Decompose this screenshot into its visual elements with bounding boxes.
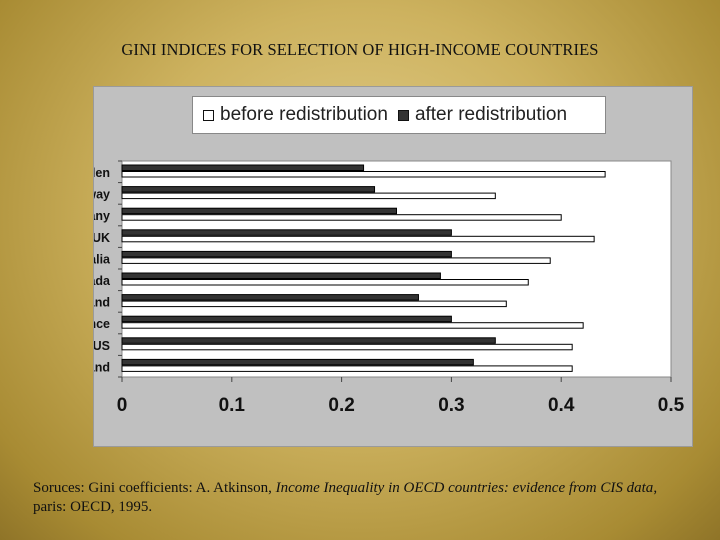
chart-legend: before redistribution after redistributi… — [192, 96, 606, 134]
bar-before-redistribution — [121, 343, 573, 351]
chart-panel: Sweden Norway Germany UK Australia Canada Neth… — [93, 86, 693, 447]
category-label: Norway — [94, 188, 110, 202]
bar-before-redistribution — [121, 257, 551, 264]
x-tick-label: 0 — [117, 395, 128, 416]
bar-before-redistribution — [121, 235, 595, 243]
source-suffix: , paris: OECD, 1995. — [33, 480, 658, 515]
x-tick-label: 0.5 — [658, 395, 685, 416]
category-label: France — [94, 317, 110, 331]
bar-after-redistribution — [121, 186, 376, 193]
x-tick-label: 0.3 — [438, 395, 464, 416]
category-label: US — [94, 339, 110, 353]
source-citation: Soruces: Gini coefficients: A. Atkinson,… — [33, 479, 693, 517]
bar-before-redistribution — [121, 365, 573, 372]
gini-bar-chart: Sweden Norway Germany UK Australia Canada Neth… — [94, 160, 685, 416]
category-label: Australia — [94, 252, 111, 266]
bar-after-redistribution — [121, 250, 452, 258]
bar-after-redistribution — [121, 207, 397, 215]
bar-before-redistribution — [121, 214, 562, 221]
legend-swatch-before — [203, 109, 214, 121]
category-label: Germany — [94, 209, 110, 223]
bar-after-redistribution — [121, 164, 365, 171]
bar-after-redistribution — [121, 315, 452, 323]
source-book-title: Income Inequality in OECD countries: evi… — [275, 480, 654, 496]
bar-after-redistribution — [121, 337, 496, 344]
legend-entry-before: before redistribution — [203, 104, 388, 126]
bar-after-redistribution — [121, 272, 441, 279]
category-label: UK — [94, 231, 110, 245]
category-label: Netherland — [94, 296, 110, 310]
legend-label-before: before redistribution — [220, 104, 388, 125]
bar-after-redistribution — [121, 358, 474, 366]
category-label: Canada — [94, 274, 111, 288]
legend-entry-after: after redistribution — [397, 104, 568, 126]
bar-before-redistribution — [121, 171, 606, 178]
bar-after-redistribution — [121, 229, 452, 236]
legend-swatch-after — [397, 109, 409, 121]
legend-label-after: after redistribution — [414, 104, 568, 125]
category-label: Sweden — [94, 166, 110, 180]
x-tick-label: 0.4 — [548, 395, 575, 416]
bar-before-redistribution — [121, 300, 507, 308]
bar-after-redistribution — [121, 294, 419, 301]
source-prefix: Soruces: Gini coefficients: A. Atkinson, — [33, 480, 276, 496]
bar-before-redistribution — [121, 279, 529, 286]
page-title: GINI INDICES FOR SELECTION OF HIGH-INCOM… — [121, 40, 599, 59]
bar-before-redistribution — [121, 192, 496, 200]
category-label: Switzerland — [94, 360, 110, 374]
x-tick-label: 0.1 — [219, 395, 246, 416]
bar-before-redistribution — [121, 322, 584, 329]
x-tick-label: 0.2 — [328, 395, 354, 416]
